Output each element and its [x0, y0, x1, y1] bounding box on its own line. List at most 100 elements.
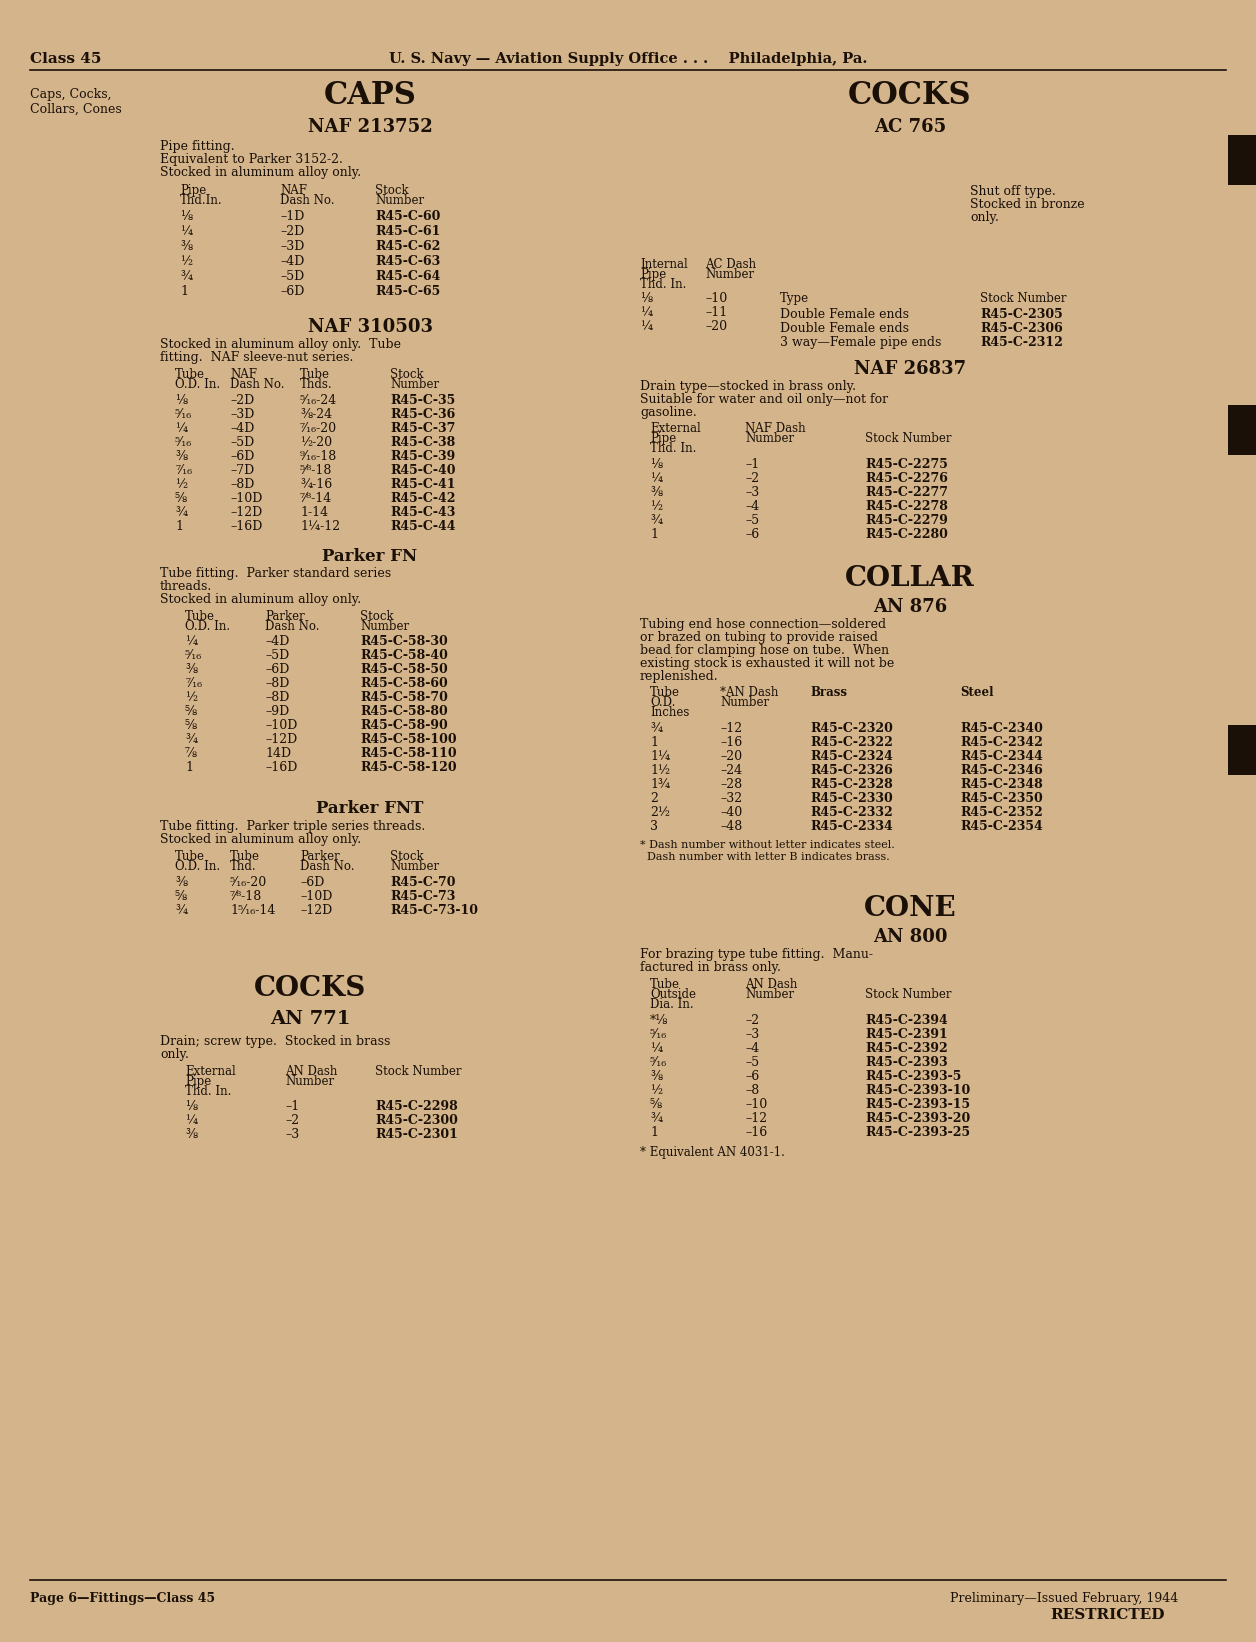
Text: Thd. In.: Thd. In.	[185, 1085, 231, 1098]
Text: ⁷⁄₁₆-20: ⁷⁄₁₆-20	[300, 422, 337, 435]
Text: –2: –2	[285, 1113, 299, 1126]
Text: R45-C-2393-25: R45-C-2393-25	[865, 1126, 970, 1140]
Text: Stock Number: Stock Number	[865, 432, 952, 445]
Text: –16D: –16D	[265, 760, 298, 773]
Text: –1: –1	[285, 1100, 299, 1113]
Text: RESTRICTED: RESTRICTED	[1050, 1608, 1164, 1622]
Text: 14D: 14D	[265, 747, 291, 760]
Text: * Equivalent AN 4031-1.: * Equivalent AN 4031-1.	[641, 1146, 785, 1159]
Text: ¾: ¾	[651, 1112, 662, 1125]
Text: R45-C-65: R45-C-65	[376, 286, 441, 297]
Text: –1D: –1D	[280, 210, 304, 223]
Text: –8D: –8D	[265, 677, 289, 690]
Text: 1-14: 1-14	[300, 506, 328, 519]
Text: External: External	[651, 422, 701, 435]
Text: Suitable for water and oil only—not for: Suitable for water and oil only—not for	[641, 392, 888, 406]
Text: Internal: Internal	[641, 258, 688, 271]
Text: R45-C-2393-5: R45-C-2393-5	[865, 1071, 961, 1084]
Text: ½-20: ½-20	[300, 437, 332, 448]
Text: ⅜: ⅜	[175, 875, 187, 888]
Text: R45-C-43: R45-C-43	[391, 506, 456, 519]
Bar	[1228, 135, 1256, 186]
Text: Stocked in aluminum alloy only.: Stocked in aluminum alloy only.	[160, 593, 362, 606]
Text: R45-C-58-120: R45-C-58-120	[360, 760, 457, 773]
Text: R45-C-2312: R45-C-2312	[980, 337, 1063, 350]
Text: R45-C-41: R45-C-41	[391, 478, 456, 491]
Text: –3: –3	[285, 1128, 299, 1141]
Text: –10D: –10D	[265, 719, 298, 732]
Text: –8: –8	[745, 1084, 759, 1097]
Text: U. S. Navy — Aviation Supply Office . . .    Philadelphia, Pa.: U. S. Navy — Aviation Supply Office . . …	[389, 53, 867, 66]
Text: R45-C-2279: R45-C-2279	[865, 514, 948, 527]
Bar	[1228, 406, 1256, 455]
Text: R45-C-2330: R45-C-2330	[810, 791, 893, 805]
Text: Stock: Stock	[391, 851, 423, 864]
Text: Pipe: Pipe	[180, 184, 206, 197]
Text: O.D.: O.D.	[651, 696, 676, 709]
Text: 1: 1	[175, 521, 183, 534]
Text: Pipe: Pipe	[641, 268, 666, 281]
Text: R45-C-58-70: R45-C-58-70	[360, 691, 448, 704]
Text: AC 765: AC 765	[874, 118, 946, 136]
Text: bead for clamping hose on tube.  When: bead for clamping hose on tube. When	[641, 644, 889, 657]
Text: Tube fitting.  Parker standard series: Tube fitting. Parker standard series	[160, 566, 391, 580]
Text: Number: Number	[391, 860, 440, 874]
Text: –10: –10	[705, 292, 727, 305]
Text: –6: –6	[745, 1071, 759, 1084]
Text: NAF: NAF	[280, 184, 306, 197]
Text: R45-C-2393-10: R45-C-2393-10	[865, 1084, 970, 1097]
Text: R45-C-40: R45-C-40	[391, 465, 456, 476]
Text: ½: ½	[180, 255, 192, 268]
Text: –10D: –10D	[230, 493, 263, 506]
Text: R45-C-38: R45-C-38	[391, 437, 455, 448]
Text: –4D: –4D	[265, 635, 289, 649]
Text: CONE: CONE	[864, 895, 956, 923]
Text: ⅜: ⅜	[175, 450, 187, 463]
Text: COLLAR: COLLAR	[845, 565, 975, 593]
Text: ⅜: ⅜	[651, 1071, 662, 1084]
Text: ½: ½	[651, 1084, 662, 1097]
Bar	[1228, 726, 1256, 775]
Text: Parker: Parker	[300, 851, 340, 864]
Text: R45-C-37: R45-C-37	[391, 422, 456, 435]
Text: Shut off type.: Shut off type.	[970, 186, 1056, 199]
Text: Pipe: Pipe	[185, 1076, 211, 1089]
Text: AN 771: AN 771	[270, 1010, 350, 1028]
Text: ¾: ¾	[175, 506, 187, 519]
Text: Tube: Tube	[175, 851, 205, 864]
Text: Stocked in bronze: Stocked in bronze	[970, 199, 1085, 212]
Text: ⅝: ⅝	[185, 719, 197, 732]
Text: Pipe: Pipe	[651, 432, 676, 445]
Text: R45-C-2277: R45-C-2277	[865, 486, 948, 499]
Text: ⁷⁄⁸-14: ⁷⁄⁸-14	[300, 493, 333, 506]
Text: 1: 1	[651, 1126, 658, 1140]
Text: R45-C-62: R45-C-62	[376, 240, 441, 253]
Text: ⅛: ⅛	[185, 1100, 197, 1113]
Text: 2: 2	[651, 791, 658, 805]
Text: 1¼-12: 1¼-12	[300, 521, 340, 534]
Text: –4: –4	[745, 1043, 759, 1056]
Text: –2D: –2D	[280, 225, 304, 238]
Text: 1: 1	[651, 529, 658, 540]
Text: AN 800: AN 800	[873, 928, 947, 946]
Text: Parker FNT: Parker FNT	[317, 800, 423, 818]
Text: R45-C-2320: R45-C-2320	[810, 722, 893, 736]
Text: ¾: ¾	[651, 514, 662, 527]
Text: 1¾: 1¾	[651, 778, 671, 791]
Text: ⅞: ⅞	[185, 747, 197, 760]
Text: 1¼: 1¼	[651, 750, 671, 764]
Text: R45-C-58-100: R45-C-58-100	[360, 732, 457, 745]
Text: O.D. In.: O.D. In.	[185, 621, 230, 634]
Text: existing stock is exhausted it will not be: existing stock is exhausted it will not …	[641, 657, 894, 670]
Text: R45-C-2350: R45-C-2350	[960, 791, 1042, 805]
Text: NAF 26837: NAF 26837	[854, 360, 966, 378]
Text: –12D: –12D	[300, 905, 333, 916]
Text: 2½: 2½	[651, 806, 669, 819]
Text: R45-C-2344: R45-C-2344	[960, 750, 1042, 764]
Text: –28: –28	[720, 778, 742, 791]
Text: –8D: –8D	[265, 691, 289, 704]
Text: –16: –16	[745, 1126, 767, 1140]
Text: fitting.  NAF sleeve-nut series.: fitting. NAF sleeve-nut series.	[160, 351, 353, 365]
Text: ¼: ¼	[651, 471, 662, 484]
Text: –5D: –5D	[265, 649, 289, 662]
